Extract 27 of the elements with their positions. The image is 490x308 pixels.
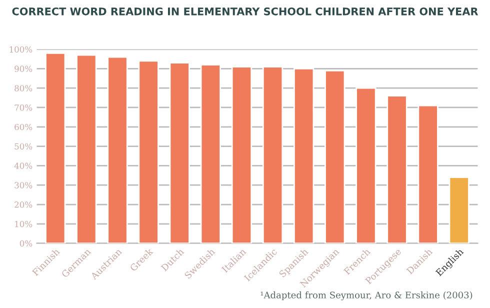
bar (418, 104, 438, 244)
bar (262, 66, 284, 244)
bar (324, 70, 346, 244)
y-tick-label: 40% (14, 162, 32, 169)
y-tick-label: 80% (14, 85, 32, 92)
bar (138, 60, 159, 244)
y-tick-label: 90% (14, 66, 32, 72)
y-tick-label: 100% (10, 46, 32, 53)
bar (200, 64, 221, 244)
y-tick-label: 60% (14, 124, 32, 130)
y-tick-label: 70% (14, 104, 32, 111)
y-tick-label: 0% (20, 240, 32, 247)
y-tick-label: 10% (15, 220, 32, 228)
bar (294, 68, 314, 244)
bar (45, 52, 66, 244)
bar (448, 176, 470, 244)
chart-title: CORRECT WORD READING IN ELEMENTARY SCHOOL CHILDREN AFTER ONE YEAR (12, 7, 478, 16)
bar (169, 62, 190, 244)
y-tick-label: 20% (14, 201, 32, 208)
text: ¹Adapted from Seymour, Aro & Erskine (2003) (260, 291, 472, 300)
y-tick-label: 30% (14, 182, 32, 188)
bar (231, 66, 252, 244)
y-tick-label: 50% (14, 143, 32, 150)
bar (356, 87, 376, 244)
bar (107, 56, 128, 244)
bar (76, 54, 97, 244)
bar (386, 95, 408, 244)
